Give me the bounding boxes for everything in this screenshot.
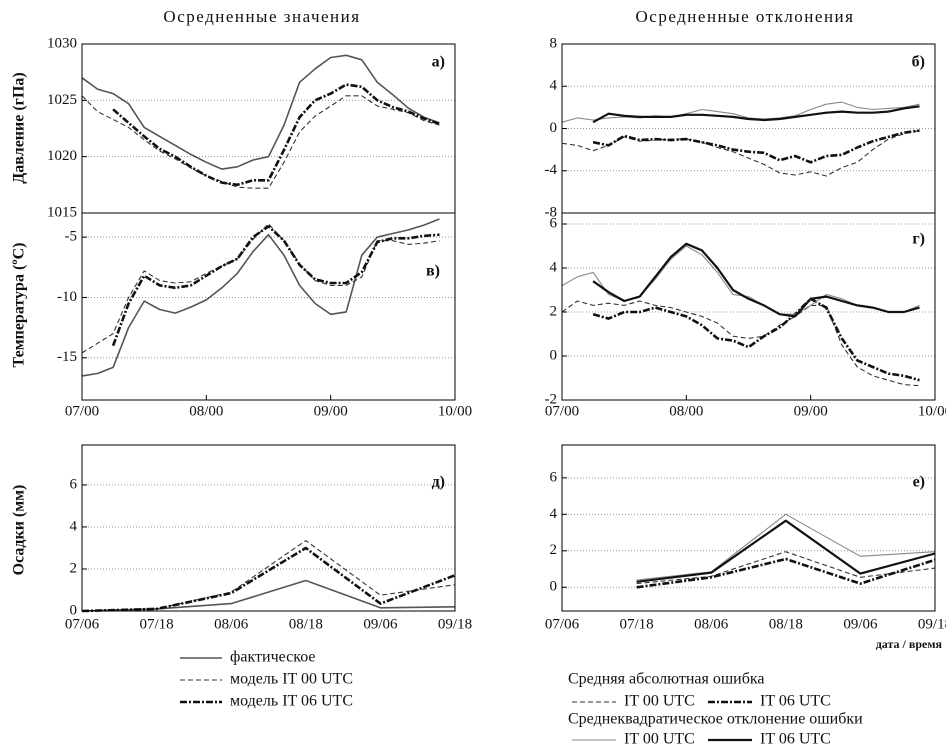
- x-tick-label: 07/00: [65, 403, 99, 419]
- x-tick-label: 08/06: [214, 616, 249, 632]
- y-tick-label: 0: [550, 347, 558, 363]
- panel-letter: д): [432, 474, 445, 491]
- y-axis-label: Осадки (мм): [11, 485, 28, 576]
- x-tick-label: 09/06: [843, 616, 878, 632]
- y-tick-label: 6: [550, 469, 558, 485]
- column-title: Осредненные отклонения: [636, 7, 855, 26]
- x-tick-label: 07/06: [545, 616, 580, 632]
- y-tick-label: 1015: [47, 204, 77, 220]
- y-tick-label: -8: [545, 204, 558, 220]
- y-tick-label: 1030: [47, 35, 77, 51]
- y-axis-label: Температура (ºC): [11, 243, 28, 368]
- panel-letter: а): [432, 54, 445, 71]
- series-line: [592, 297, 920, 382]
- series-line: [81, 54, 440, 170]
- y-tick-label: 0: [550, 120, 558, 136]
- plot-frame: [561, 212, 936, 401]
- series-line: [111, 225, 440, 347]
- y-tick-label: -10: [57, 289, 77, 305]
- y-tick-label: 2: [70, 560, 78, 576]
- plot-frame: [81, 212, 456, 401]
- x-tick-label: 08/00: [669, 403, 703, 419]
- x-tick-label: 07/06: [65, 616, 100, 632]
- y-tick-label: -15: [57, 349, 77, 365]
- plot-frame: [561, 444, 936, 612]
- legend-label: модель IT 00 UTC: [230, 671, 353, 688]
- series-line: [81, 218, 440, 377]
- legend-label: модель IT 06 UTC: [230, 693, 353, 710]
- y-tick-label: 2: [550, 303, 558, 319]
- legend-label: IT 00 UTC: [624, 731, 695, 747]
- series-line: [81, 540, 456, 612]
- series-line: [592, 242, 920, 318]
- y-tick-label: 4: [550, 259, 558, 275]
- column-title: Осредненные значения: [163, 7, 360, 26]
- series-line: [636, 557, 936, 589]
- x-tick-label: 07/18: [620, 616, 654, 632]
- y-tick-label: 2: [550, 542, 558, 558]
- panel-letter: б): [912, 54, 925, 71]
- y-tick-label: 0: [550, 579, 558, 595]
- x-tick-label: 08/00: [189, 403, 223, 419]
- x-tick-label: 07/18: [140, 616, 174, 632]
- series-line: [636, 551, 936, 585]
- x-tick-label: 09/00: [314, 403, 348, 419]
- series-line: [81, 546, 456, 613]
- legend-label: IT 06 UTC: [760, 731, 831, 747]
- series-line: [561, 300, 920, 387]
- y-tick-label: 4: [550, 506, 558, 522]
- legend-heading: Средняя абсолютная ошибка: [568, 671, 765, 688]
- series-line: [592, 105, 920, 124]
- y-tick-label: 6: [70, 476, 78, 492]
- x-tick-label: 08/18: [289, 616, 323, 632]
- y-tick-label: -2: [545, 391, 558, 407]
- y-tick-label: 0: [70, 602, 78, 618]
- series-line: [561, 101, 920, 123]
- x-tick-label: 09/06: [363, 616, 398, 632]
- x-tick-label: 09/18: [438, 616, 472, 632]
- panel-letter: г): [912, 231, 925, 248]
- y-tick-label: 4: [70, 518, 78, 534]
- series-line: [561, 130, 920, 177]
- x-tick-label: 10/00: [438, 403, 472, 419]
- y-axis-label: Давление (гПа): [11, 72, 28, 183]
- y-tick-label: 1025: [47, 92, 77, 108]
- legend-label: фактическое: [230, 649, 316, 666]
- x-tick-label: 09/18: [918, 616, 946, 632]
- plot-frame: [81, 444, 456, 612]
- x-tick-label: 10/00: [918, 403, 946, 419]
- plot-frame: [81, 43, 456, 214]
- y-tick-label: 6: [550, 215, 558, 231]
- panel-letter: в): [426, 263, 440, 280]
- legend-label: IT 06 UTC: [760, 693, 831, 710]
- y-tick-label: 1020: [47, 148, 77, 164]
- x-tick-label: 07/00: [545, 403, 579, 419]
- x-tick-label: 08/06: [694, 616, 729, 632]
- legend-label: IT 00 UTC: [624, 693, 695, 710]
- series-line: [636, 519, 936, 583]
- x-tick-label: 08/18: [769, 616, 803, 632]
- legend-heading: Среднеквадратическое отклонение ошибки: [568, 711, 863, 728]
- y-tick-label: 4: [550, 78, 558, 94]
- series-line: [81, 95, 440, 189]
- y-tick-label: 8: [550, 35, 558, 51]
- series-line: [81, 223, 440, 354]
- series-line: [112, 83, 440, 187]
- series-line: [636, 513, 936, 581]
- x-axis-label: дата / время: [876, 637, 943, 651]
- series-line: [592, 129, 920, 164]
- y-tick-label: -5: [65, 229, 78, 245]
- panel-letter: е): [913, 474, 925, 491]
- x-tick-label: 09/00: [794, 403, 828, 419]
- y-tick-label: -4: [545, 162, 558, 178]
